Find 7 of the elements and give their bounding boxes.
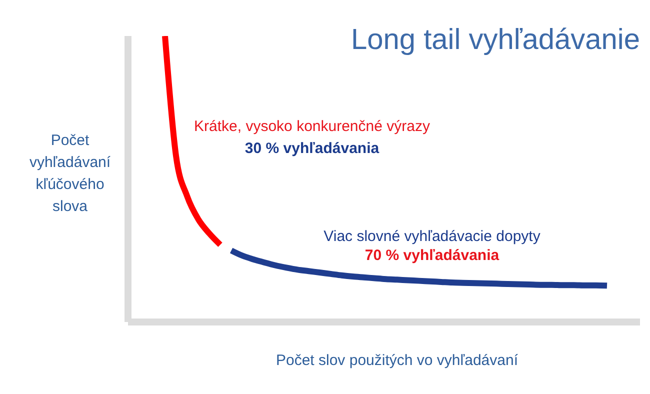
chart-title: Long tail vyhľadávanie xyxy=(350,24,640,57)
annotation: 30 % vyhľadávania xyxy=(244,140,380,157)
y-axis-title: Počet vyhľadávaní kľúčového slova xyxy=(28,131,112,217)
annotation: Viac slovné vyhľadávacie dopyty xyxy=(322,228,542,245)
x-axis-title: Počet slov použitých vo vyhľadávaní xyxy=(274,352,519,369)
annotation: Krátke, vysoko konkurenčné výrazy xyxy=(193,118,431,135)
annotation: 70 % vyhľadávania xyxy=(364,247,500,264)
